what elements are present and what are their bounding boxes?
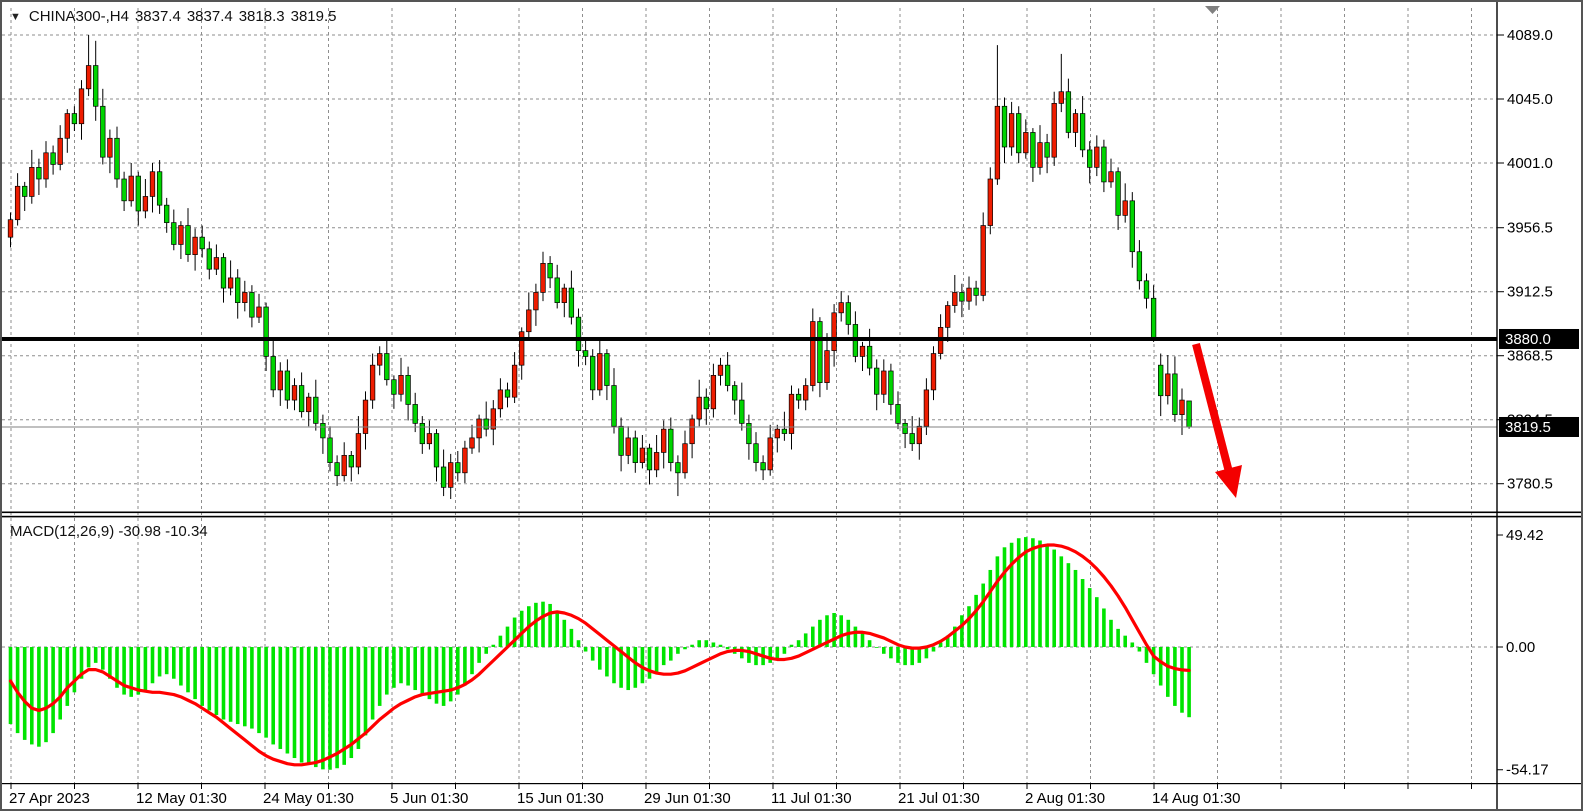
ohlc-open: 3837.4	[134, 8, 181, 25]
price-gridlines	[2, 34, 1497, 485]
symbol-period-label: CHINA300-,H4	[28, 8, 129, 25]
svg-text:11 Jul 01:30: 11 Jul 01:30	[771, 790, 852, 807]
svg-text:2 Aug 01:30: 2 Aug 01:30	[1025, 790, 1105, 807]
ohlc-high: 3837.4	[186, 8, 233, 25]
svg-text:14 Aug 01:30: 14 Aug 01:30	[1152, 790, 1240, 807]
macd-name: MACD(12,26,9)	[10, 523, 115, 540]
resistance-line	[2, 336, 1497, 341]
symbol-header: ▼ CHINA300-,H4 3837.4 3837.4 3818.3 3819…	[10, 8, 337, 25]
price-axis: 4089.04045.04001.03956.53912.53868.53824…	[1496, 2, 1579, 809]
candlesticks	[7, 35, 1192, 499]
svg-text:29 Jun 01:30: 29 Jun 01:30	[644, 790, 731, 807]
svg-text:3780.5: 3780.5	[1507, 476, 1553, 493]
svg-text:24 May 01:30: 24 May 01:30	[263, 790, 354, 807]
svg-text:5 Jun 01:30: 5 Jun 01:30	[390, 790, 468, 807]
chart-position-marker	[1205, 6, 1220, 14]
svg-text:3880.0: 3880.0	[1505, 331, 1551, 348]
ohlc-close: 3819.5	[290, 8, 337, 25]
svg-text:-54.17: -54.17	[1506, 762, 1549, 779]
svg-text:4045.0: 4045.0	[1507, 91, 1553, 108]
svg-text:21 Jul 01:30: 21 Jul 01:30	[898, 790, 980, 807]
macd-value: -30.98	[118, 523, 161, 540]
macd-signal-value: -10.34	[165, 523, 208, 540]
svg-text:15 Jun 01:30: 15 Jun 01:30	[517, 790, 604, 807]
svg-text:3956.5: 3956.5	[1507, 220, 1553, 237]
svg-text:4089.0: 4089.0	[1507, 27, 1553, 44]
svg-text:4001.0: 4001.0	[1507, 155, 1553, 172]
ohlc-low: 3818.3	[238, 8, 285, 25]
svg-text:3819.5: 3819.5	[1505, 419, 1551, 436]
svg-text:27 Apr 2023: 27 Apr 2023	[9, 790, 90, 807]
svg-text:0.00: 0.00	[1506, 639, 1535, 656]
macd-indicator-label: MACD(12,26,9) -30.98 -10.34	[10, 523, 208, 540]
trend-arrow[interactable]	[1192, 343, 1242, 498]
symbol-dropdown-icon[interactable]: ▼	[10, 10, 21, 23]
svg-text:49.42: 49.42	[1506, 527, 1544, 544]
macd-histogram	[8, 537, 1191, 770]
svg-text:12 May 01:30: 12 May 01:30	[136, 790, 227, 807]
pane-separators	[2, 511, 1581, 785]
macd-axis: 49.42 0.00 -54.17	[1497, 527, 1549, 779]
macd-signal-line	[8, 543, 1191, 767]
svg-text:3868.5: 3868.5	[1507, 348, 1553, 365]
time-axis: 27 Apr 2023 12 May 01:30 24 May 01:30 5 Jun…	[9, 783, 1472, 807]
svg-text:3912.5: 3912.5	[1507, 284, 1553, 301]
